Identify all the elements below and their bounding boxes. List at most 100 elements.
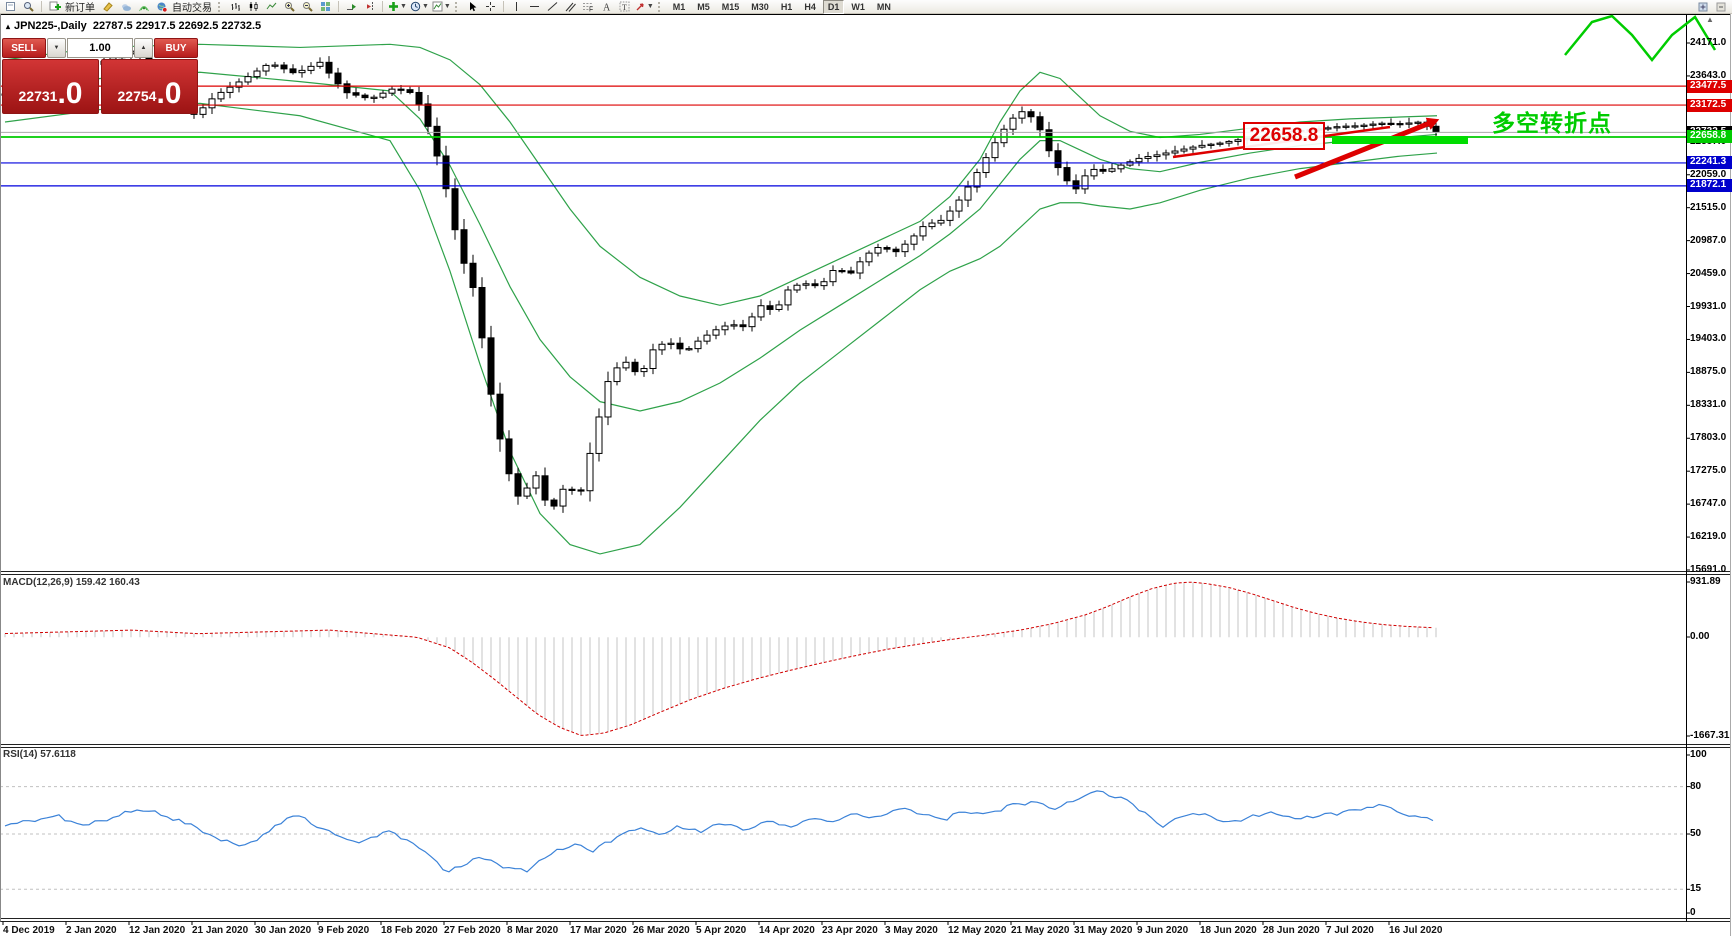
candle [1063, 167, 1071, 182]
indicators-icon[interactable]: ▼ [387, 0, 408, 13]
text-label-icon[interactable]: T [616, 0, 633, 13]
zoom-out-icon[interactable] [299, 0, 316, 13]
red-arrow-shaft[interactable] [1294, 120, 1431, 180]
line-chart-icon[interactable] [263, 0, 280, 13]
signals-icon[interactable] [135, 0, 152, 13]
horizontal-line-icon[interactable] [526, 0, 543, 13]
candle [685, 348, 693, 351]
svg-text:A: A [603, 3, 611, 13]
periods-clock-icon[interactable]: ▼ [409, 0, 430, 13]
volume-down-button[interactable]: ▼ [47, 38, 66, 58]
volume-input[interactable] [67, 38, 133, 58]
candle [253, 70, 261, 78]
date-axis-label: 18 Feb 2020 [381, 925, 438, 936]
autotrading-icon[interactable] [153, 0, 170, 13]
timeframe-button-M15[interactable]: M15 [721, 1, 740, 12]
macd-signal-line [4, 581, 1434, 736]
price-axis-label: 22059.0 [1690, 168, 1727, 180]
autotrading-label[interactable]: 自动交易 [172, 3, 212, 14]
date-axis-label: 18 Jun 2020 [1200, 925, 1257, 936]
candle [262, 64, 270, 72]
new-order-label[interactable]: 新订单 [65, 3, 95, 14]
toolbar-right-icon-2[interactable] [1712, 0, 1729, 13]
tile-windows-icon[interactable] [317, 0, 334, 13]
auto-scroll-icon[interactable] [343, 0, 360, 13]
timeframe-button-M5[interactable]: M5 [697, 1, 710, 12]
green-highlight-bar[interactable] [1332, 136, 1468, 144]
price-axis-label: 23643.0 [1690, 69, 1727, 81]
timeframe-button-H4[interactable]: H4 [804, 1, 816, 12]
chart-shift-icon[interactable] [361, 0, 378, 13]
bar-chart-icon[interactable] [227, 0, 244, 13]
templates-icon[interactable]: ▼ [431, 0, 452, 13]
candle [595, 416, 603, 454]
candle [892, 248, 900, 253]
text-icon[interactable]: A [598, 0, 615, 13]
date-axis-label: 21 May 2020 [1011, 925, 1070, 936]
one-click-trading-panel: SELL ▼ ▲ BUY 22731.0 22754.0 [2, 38, 198, 115]
cursor-icon[interactable] [464, 0, 481, 13]
date-axis-label: 7 Jul 2020 [1326, 925, 1374, 936]
collapse-panel-icon[interactable]: ▴ [6, 22, 11, 31]
symbol-period: JPN225-,Daily [14, 20, 87, 32]
price-axis-label: 17803.0 [1690, 432, 1727, 444]
market-watch-icon[interactable] [20, 0, 37, 13]
volume-up-button[interactable]: ▲ [134, 38, 153, 58]
candle [451, 188, 459, 231]
candle [991, 142, 999, 159]
sell-price-box[interactable]: 22731.0 [2, 59, 99, 114]
buy-price-box[interactable]: 22754.0 [101, 59, 198, 114]
vertical-line-icon[interactable] [508, 0, 525, 13]
dropdown-caret-icon[interactable]: ▼ [443, 3, 451, 10]
new-chart-icon[interactable] [2, 0, 19, 13]
candle [577, 489, 585, 492]
candle [496, 393, 504, 440]
buy-button[interactable]: BUY [154, 38, 198, 58]
timeframe-button-H1[interactable]: H1 [780, 1, 793, 12]
svg-text:F: F [589, 7, 593, 13]
dropdown-caret-icon[interactable]: ▼ [421, 3, 429, 10]
dropdown-caret-icon[interactable]: ▼ [400, 3, 407, 10]
rsi-axis-label: 0 [1690, 907, 1696, 918]
chart-canvas[interactable] [0, 14, 1732, 940]
fibonacci-icon[interactable]: F [580, 0, 597, 13]
sell-button[interactable]: SELL [2, 38, 46, 58]
ohlc-values: 22787.5 22917.5 22692.5 22732.5 [92, 20, 262, 32]
macd-axis-label: 0.00 [1690, 631, 1710, 642]
green-zigzag-annotation[interactable] [1564, 14, 1717, 63]
sell-price-main: 22731 [18, 88, 58, 104]
candle [766, 305, 774, 310]
candle [919, 226, 927, 237]
timeframe-button-D1[interactable]: D1 [822, 0, 845, 14]
dropdown-caret-icon[interactable]: ▼ [646, 3, 654, 10]
date-axis-label: 17 Mar 2020 [570, 925, 627, 936]
candle [937, 219, 945, 224]
rsi-axis-label: 100 [1690, 749, 1707, 760]
timeframe-button-M30[interactable]: M30 [751, 1, 769, 12]
timeframe-button-W1[interactable]: W1 [851, 1, 865, 12]
rsi-axis-label: 50 [1690, 828, 1702, 839]
candle [721, 325, 729, 331]
candle [550, 499, 558, 507]
cloud-icon[interactable] [117, 0, 134, 13]
candlestick-icon[interactable] [245, 0, 262, 13]
rsi-line [4, 790, 1434, 873]
zoom-in-icon[interactable] [281, 0, 298, 13]
toolbar-right-icon-1[interactable] [1694, 0, 1711, 13]
candle [298, 69, 306, 74]
new-order-icon[interactable] [46, 0, 63, 13]
candle [757, 305, 765, 318]
metaeditor-icon[interactable] [99, 0, 116, 13]
symbol-ohlc-line: ▴ JPN225-,Daily 22787.5 22917.5 22692.5 2… [6, 20, 261, 32]
candle [415, 91, 423, 105]
timeframe-button-M1[interactable]: M1 [672, 1, 686, 12]
candle [1081, 175, 1089, 190]
candle [343, 83, 351, 94]
channel-icon[interactable] [562, 0, 579, 13]
arrows-icon[interactable]: ▼ [634, 0, 655, 13]
scroll-up-icon[interactable]: ▲ [1706, 15, 1714, 24]
candle [487, 337, 495, 395]
crosshair-icon[interactable] [482, 0, 499, 13]
timeframe-button-MN[interactable]: MN [876, 1, 891, 12]
trendline-icon[interactable] [544, 0, 561, 13]
